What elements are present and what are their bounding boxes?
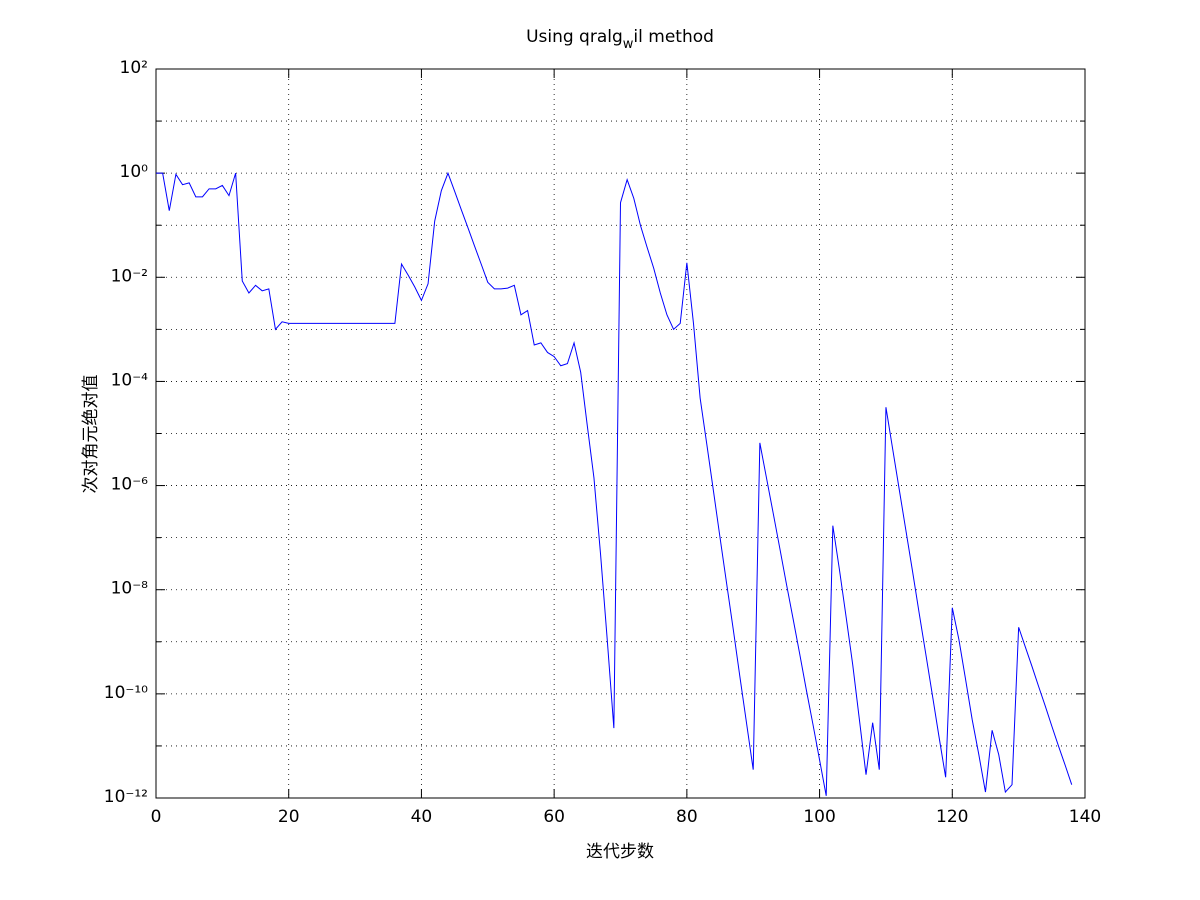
y-axis-label: 次对角元绝对值 bbox=[81, 375, 101, 494]
y-tick-label: 10⁻¹⁰ bbox=[104, 683, 148, 703]
x-tick-label: 40 bbox=[411, 807, 433, 827]
x-axis-label: 迭代步数 bbox=[586, 842, 654, 862]
title-part: Using qralg bbox=[526, 27, 623, 47]
y-tick-label: 10⁻⁴ bbox=[111, 370, 149, 390]
plot-box bbox=[155, 68, 1086, 799]
x-tick-label: 0 bbox=[151, 807, 162, 827]
y-tick-label: 10⁻² bbox=[111, 266, 148, 286]
x-tick-label: 100 bbox=[803, 807, 835, 827]
data-line bbox=[156, 171, 1073, 796]
y-tick-label: 10² bbox=[120, 58, 148, 78]
x-tick-label: 140 bbox=[1069, 807, 1101, 827]
title-part: il method bbox=[633, 27, 714, 47]
x-tick-label: 120 bbox=[936, 807, 968, 827]
x-tick-label: 20 bbox=[278, 807, 300, 827]
chart-title: Using qralgwil method bbox=[526, 27, 714, 52]
x-tick-label: 80 bbox=[676, 807, 698, 827]
x-tick-label: 60 bbox=[543, 807, 565, 827]
y-tick-label: 10⁻¹² bbox=[104, 787, 148, 807]
title-subscript: w bbox=[623, 37, 634, 52]
y-tick-label: 10⁻⁸ bbox=[111, 579, 149, 599]
y-tick-label: 10⁰ bbox=[120, 162, 149, 182]
y-tick-label: 10⁻⁶ bbox=[111, 475, 149, 495]
